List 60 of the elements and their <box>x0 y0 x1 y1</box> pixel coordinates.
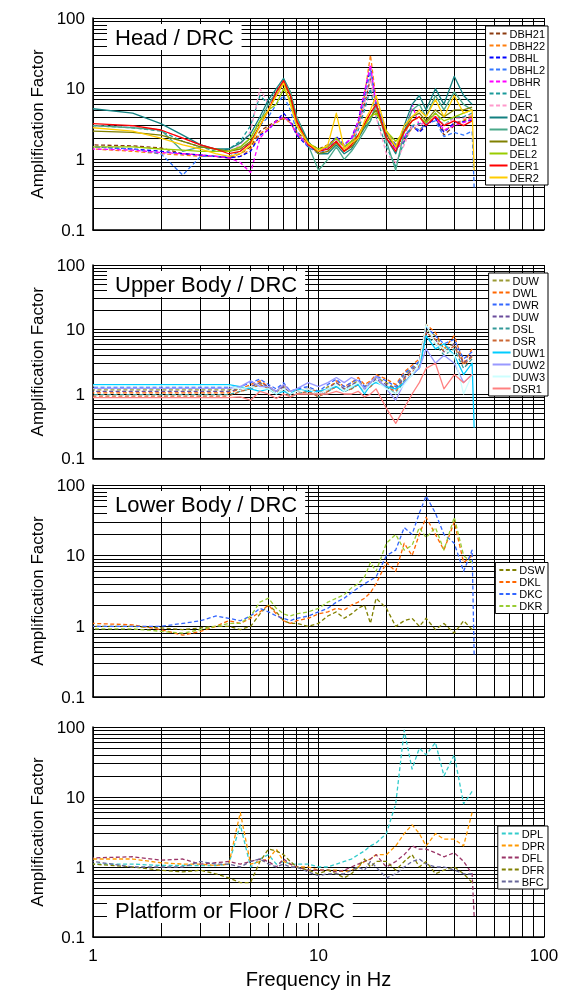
legend-label: DBH22 <box>509 39 546 52</box>
y-tick-label: 1 <box>75 149 85 169</box>
chart-title: Upper Body / DRC <box>115 271 298 297</box>
legend-label: DBHR <box>509 75 541 88</box>
legend-label: DWL <box>512 286 538 299</box>
x-tick-label: 100 <box>529 946 559 965</box>
legend-label: DFL <box>521 851 543 864</box>
text: Platform or Floor / DRC <box>115 897 345 923</box>
legend-label: BFC <box>521 875 544 888</box>
legend-label: DPR <box>521 839 546 852</box>
legend-label: DEL1 <box>509 135 538 148</box>
y-tick-label: 1 <box>75 384 85 404</box>
legend-label: DEL <box>509 87 531 100</box>
legend-label: DFR <box>521 863 545 876</box>
x-tick-label: 1 <box>88 946 98 965</box>
y-tick-label: 10 <box>66 546 85 566</box>
legend-label: DSR <box>512 334 536 347</box>
y-axis-title: Amplification Factor <box>27 49 47 199</box>
y-tick-label: 0.1 <box>61 449 85 468</box>
chart-title: Head / DRC <box>115 24 234 50</box>
y-axis-title: Amplification Factor <box>27 516 47 666</box>
legend-label: DSW <box>519 564 546 576</box>
legend-label: DKR <box>519 600 543 612</box>
x-axis-title: Frequency in Hz <box>245 967 392 990</box>
legend-label: DUW <box>512 310 540 323</box>
legend-label: DER <box>509 99 533 112</box>
legend-label: DBHL <box>509 51 539 64</box>
legend-label: DAC1 <box>509 111 539 124</box>
legend-label: DUW3 <box>512 370 545 383</box>
legend-label: DUW <box>512 274 540 287</box>
legend-label: DAC2 <box>509 123 539 136</box>
y-tick-label: 10 <box>66 787 85 807</box>
y-tick-label: 100 <box>56 255 85 275</box>
y-tick-label: 0.1 <box>61 687 85 707</box>
y-tick-label: 100 <box>56 475 85 495</box>
y-tick-label: 0.1 <box>61 220 85 240</box>
legend-label: DKC <box>519 588 543 600</box>
y-tick-label: 10 <box>66 320 85 339</box>
legend-label: DKL <box>519 576 541 588</box>
legend-label: DBH21 <box>509 27 546 40</box>
legend-label: DER2 <box>509 171 539 184</box>
legend-label: DEL2 <box>509 147 538 160</box>
y-tick-label: 1 <box>75 616 85 636</box>
legend-label: DSL <box>512 322 535 335</box>
legend-label: DPL <box>521 827 544 840</box>
y-tick-label: 1 <box>75 857 85 877</box>
legend-label: DUW2 <box>512 358 545 371</box>
legend-label: DBHL2 <box>509 63 546 76</box>
legend-label: DER1 <box>509 159 539 172</box>
y-tick-label: 100 <box>56 8 85 28</box>
legend-label: DWR <box>512 298 539 311</box>
y-tick-label: 100 <box>56 717 85 737</box>
y-axis-title: Amplification Factor <box>27 286 47 437</box>
y-axis-title: Amplification Factor <box>27 757 47 907</box>
chart-title: Lower Body / DRC <box>115 491 298 517</box>
legend-label: DUW1 <box>512 346 545 359</box>
x-tick-label: 10 <box>309 946 328 965</box>
y-tick-label: 0.1 <box>61 927 85 947</box>
legend-label: DSR1 <box>512 382 542 395</box>
y-tick-label: 10 <box>66 79 85 99</box>
